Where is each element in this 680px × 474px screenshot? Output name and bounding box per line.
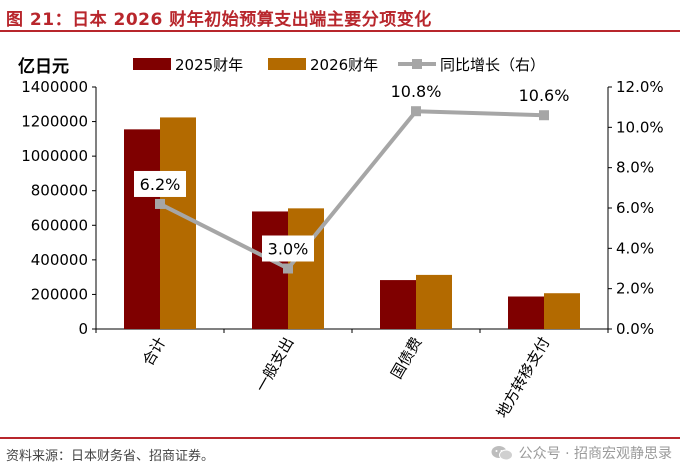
data-label: 3.0% bbox=[268, 240, 309, 259]
left-tick-label: 1200000 bbox=[21, 113, 88, 131]
data-label: 10.8% bbox=[391, 82, 442, 101]
growth-point-marker bbox=[155, 198, 165, 209]
source-note: 资料来源：日本财务省、招商证券。 bbox=[6, 449, 215, 464]
data-label: 10.6% bbox=[519, 86, 570, 105]
figure-title-bar: 图 21：日本 2026 财年初始预算支出端主要分项变化 bbox=[0, 0, 680, 32]
right-tick-label: 0.0% bbox=[616, 320, 654, 338]
right-tick-label: 2.0% bbox=[616, 280, 654, 298]
legend-label-2025: 2025财年 bbox=[175, 56, 243, 74]
growth-point-marker bbox=[411, 106, 421, 117]
growth-point-marker bbox=[539, 110, 549, 121]
category-label: 合计 bbox=[139, 334, 170, 369]
category-label: 地方转移支付 bbox=[493, 334, 554, 421]
right-tick-label: 8.0% bbox=[616, 159, 654, 177]
footer-divider bbox=[0, 437, 680, 439]
right-tick-label: 6.0% bbox=[616, 199, 654, 217]
left-tick-label: 1000000 bbox=[21, 147, 88, 165]
left-tick-label: 400000 bbox=[31, 251, 88, 269]
legend-label-2026: 2026财年 bbox=[310, 56, 378, 74]
bar-2025-3 bbox=[508, 296, 544, 329]
bar-2026-2 bbox=[416, 274, 452, 329]
left-tick-label: 200000 bbox=[31, 285, 88, 303]
legend-swatch-2025 bbox=[133, 58, 171, 70]
legend-swatch-2026 bbox=[268, 58, 306, 70]
data-label-background bbox=[134, 170, 186, 197]
category-label: 一般支出 bbox=[252, 334, 298, 395]
bar-2025-0 bbox=[124, 129, 160, 329]
watermark: 公众号 · 招商宏观静思录 bbox=[491, 443, 672, 463]
legend-label-growth: 同比增长（右） bbox=[440, 56, 545, 74]
left-axis-unit: 亿日元 bbox=[18, 56, 69, 77]
growth-point-marker bbox=[283, 263, 293, 274]
data-label: 6.2% bbox=[140, 175, 181, 194]
figure-title: 图 21：日本 2026 财年初始预算支出端主要分项变化 bbox=[6, 10, 432, 30]
right-tick-label: 12.0% bbox=[616, 78, 664, 96]
wechat-icon bbox=[491, 445, 513, 461]
left-tick-label: 0 bbox=[78, 320, 88, 338]
right-tick-label: 10.0% bbox=[616, 118, 664, 136]
data-label-background bbox=[262, 235, 314, 262]
growth-line bbox=[159, 109, 545, 271]
category-label: 国债费 bbox=[387, 334, 425, 382]
right-tick-label: 4.0% bbox=[616, 239, 654, 257]
bar-2026-3 bbox=[544, 293, 580, 329]
bar-2025-1 bbox=[252, 211, 288, 329]
legend-marker-growth bbox=[412, 59, 422, 69]
bar-2026-0 bbox=[160, 117, 196, 330]
watermark-text: 公众号 · 招商宏观静思录 bbox=[518, 446, 672, 462]
left-tick-label: 800000 bbox=[31, 182, 88, 200]
bar-2026-1 bbox=[288, 208, 324, 329]
left-tick-label: 600000 bbox=[31, 216, 88, 234]
bar-2025-2 bbox=[380, 280, 416, 329]
left-tick-label: 1400000 bbox=[21, 78, 88, 96]
